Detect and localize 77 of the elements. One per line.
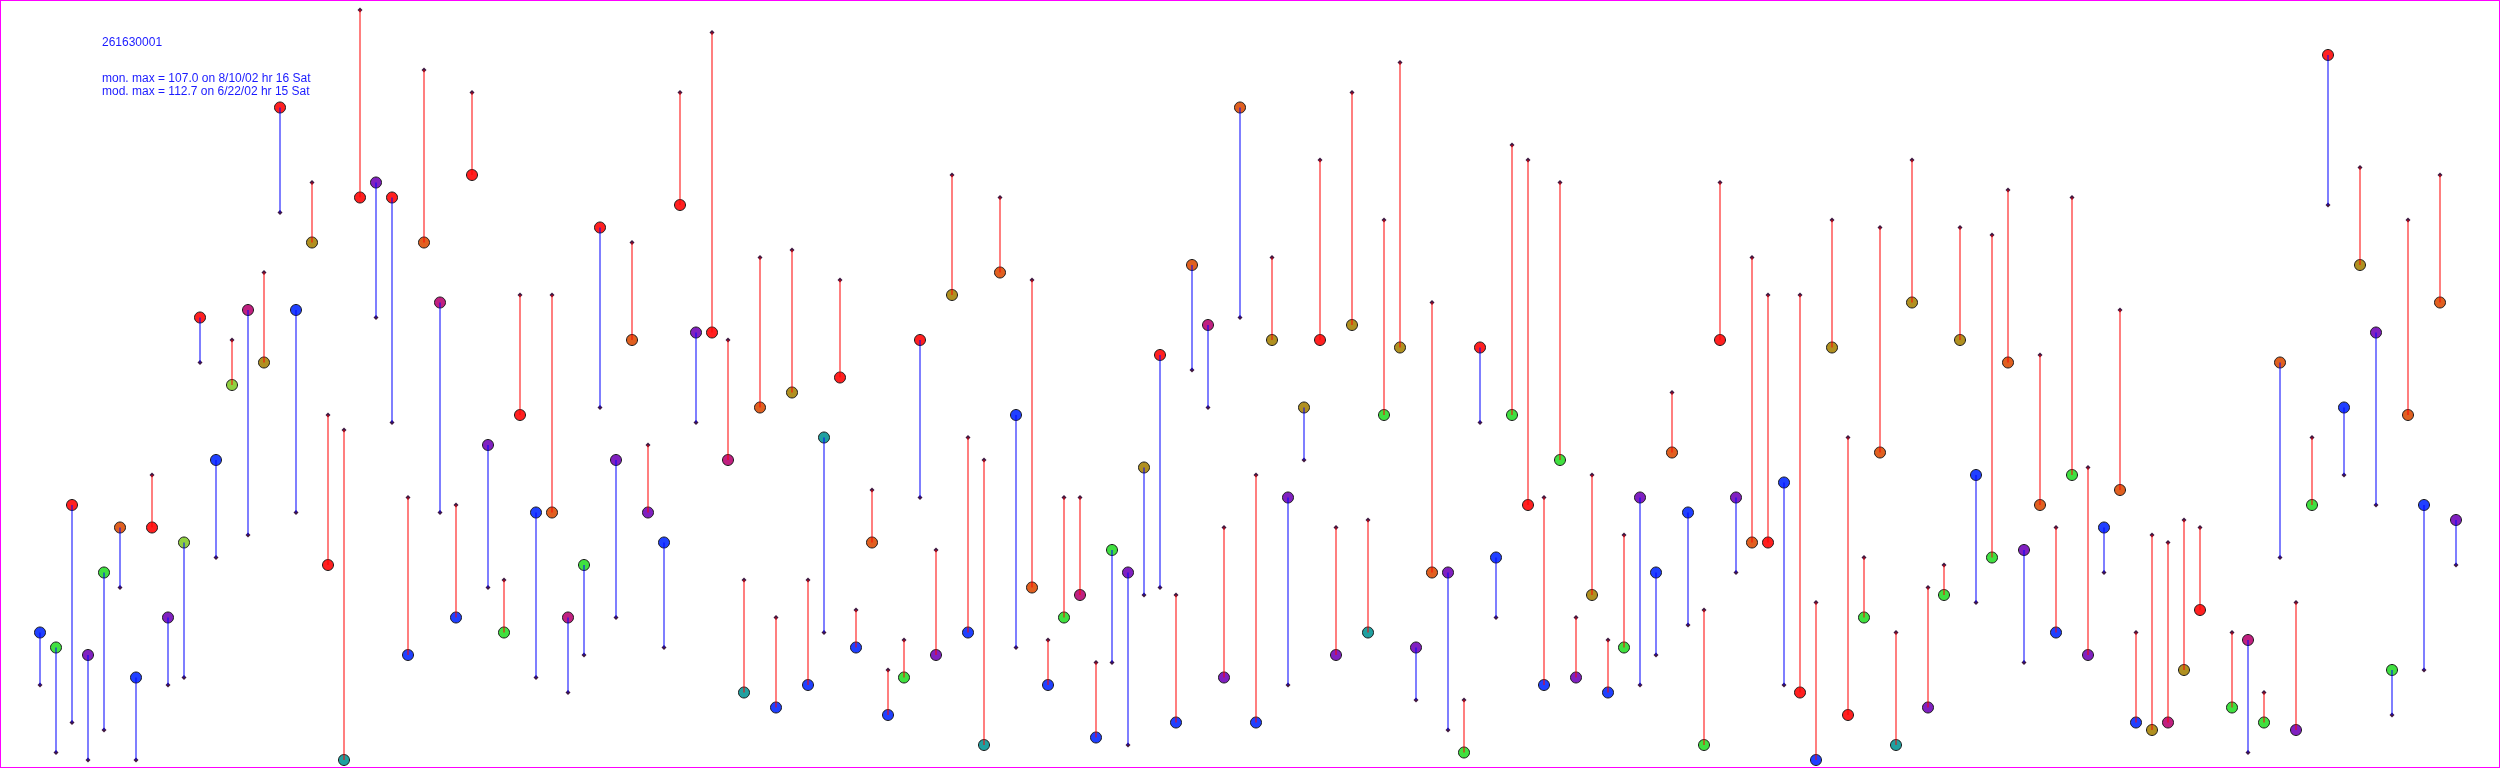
candlestick bbox=[1255, 475, 1257, 723]
candlestick bbox=[2039, 355, 2041, 505]
candlestick bbox=[1031, 280, 1033, 588]
candlestick bbox=[1607, 640, 1609, 693]
candlestick bbox=[343, 430, 345, 760]
candlestick bbox=[887, 670, 889, 715]
candlestick bbox=[1383, 220, 1385, 415]
candlestick bbox=[2151, 535, 2153, 730]
candlestick bbox=[151, 475, 153, 528]
candlestick bbox=[39, 632, 41, 685]
candlestick bbox=[855, 610, 857, 648]
candlestick bbox=[2391, 670, 2393, 715]
candlestick bbox=[1463, 700, 1465, 753]
candlestick bbox=[2183, 520, 2185, 670]
candlestick bbox=[1447, 572, 1449, 730]
candlestick bbox=[2423, 505, 2425, 670]
candlestick bbox=[1127, 572, 1129, 745]
candlestick bbox=[1703, 610, 1705, 745]
candlestick bbox=[231, 340, 233, 385]
candlestick bbox=[87, 655, 89, 760]
candlestick bbox=[1687, 512, 1689, 625]
candlestick bbox=[1799, 295, 1801, 693]
candlestick bbox=[2455, 520, 2457, 565]
candlestick bbox=[1991, 235, 1993, 558]
candlestick bbox=[1511, 145, 1513, 415]
candlestick bbox=[1943, 565, 1945, 595]
candlestick bbox=[2119, 310, 2121, 490]
candlestick bbox=[1047, 640, 1049, 685]
candlestick bbox=[807, 580, 809, 685]
candlestick bbox=[2007, 190, 2009, 363]
candlestick bbox=[1623, 535, 1625, 648]
candlestick bbox=[503, 580, 505, 633]
text: 261630001 bbox=[102, 35, 163, 49]
candlestick bbox=[743, 580, 745, 693]
candlestick bbox=[1287, 497, 1289, 685]
candlestick bbox=[2439, 175, 2441, 303]
candlestick bbox=[1911, 160, 1913, 303]
candlestick bbox=[647, 445, 649, 513]
candlestick bbox=[167, 617, 169, 685]
candlestick bbox=[583, 565, 585, 655]
candlestick bbox=[2407, 220, 2409, 415]
candlestick bbox=[1367, 520, 1369, 633]
candlestick bbox=[727, 340, 729, 460]
candlestick bbox=[2343, 407, 2345, 475]
candlestick bbox=[103, 572, 105, 730]
candlestick bbox=[1143, 467, 1145, 595]
candlestick bbox=[791, 250, 793, 393]
candlestick bbox=[327, 415, 329, 565]
annotation: mod. max = 112.7 on 6/22/02 hr 15 Sat bbox=[102, 84, 311, 98]
candlestick bbox=[135, 677, 137, 760]
candlestick bbox=[1303, 407, 1305, 460]
candlestick bbox=[1655, 572, 1657, 655]
candlestick bbox=[1415, 647, 1417, 700]
candlestick bbox=[2375, 332, 2377, 505]
candlestick bbox=[359, 10, 361, 198]
candlestick bbox=[1767, 295, 1769, 543]
candlestick bbox=[1319, 160, 1321, 340]
candlestick bbox=[983, 460, 985, 745]
candlestick bbox=[951, 175, 953, 295]
candlestick bbox=[1591, 475, 1593, 595]
candlestick bbox=[247, 310, 249, 535]
candlestick bbox=[423, 70, 425, 243]
candlestick bbox=[551, 295, 553, 513]
candlestick bbox=[839, 280, 841, 378]
candlestick bbox=[2327, 55, 2329, 205]
candlestick bbox=[1783, 482, 1785, 685]
candlestick bbox=[455, 505, 457, 618]
candlestick bbox=[1191, 265, 1193, 370]
candlestick bbox=[1527, 160, 1529, 505]
candlestick bbox=[1175, 595, 1177, 723]
candlestick bbox=[871, 490, 873, 543]
candlestick bbox=[935, 550, 937, 655]
candlestick bbox=[519, 295, 521, 415]
candlestick bbox=[903, 640, 905, 678]
candlestick bbox=[1831, 220, 1833, 348]
annotation: mon. max = 107.0 on 8/10/02 hr 16 Sat bbox=[102, 71, 312, 85]
candlestick bbox=[1639, 497, 1641, 685]
